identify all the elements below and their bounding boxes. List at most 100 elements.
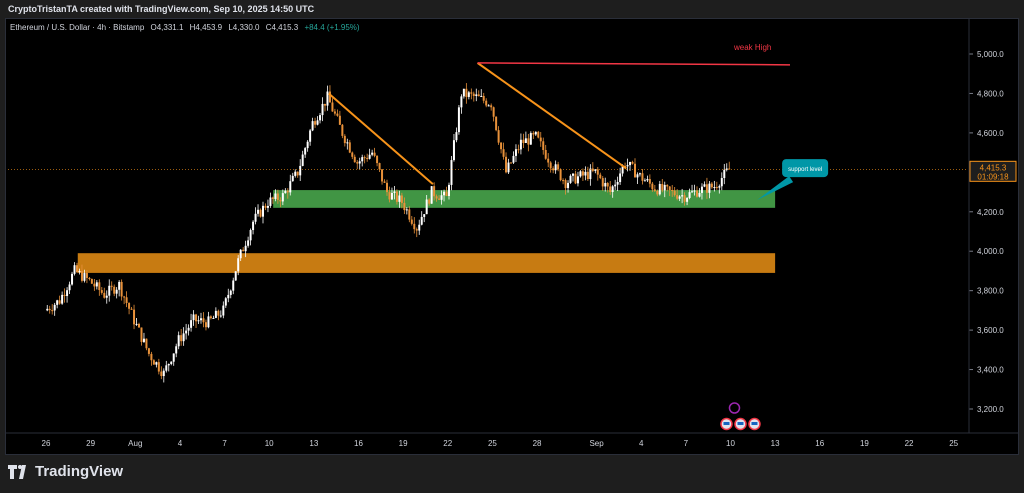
candle-body — [549, 162, 552, 169]
candle-body — [346, 142, 349, 144]
candle-body — [529, 133, 532, 145]
attribution-bar: CryptoTristanTA created with TradingView… — [0, 0, 1024, 18]
x-tick-label: 4 — [639, 439, 644, 448]
trendline-2[interactable] — [476, 62, 627, 170]
candle-body — [455, 132, 458, 141]
candle-body — [631, 161, 634, 164]
candle-body — [217, 310, 220, 316]
candle-body — [219, 315, 222, 317]
candle-body — [373, 152, 376, 156]
candle-body — [487, 105, 490, 107]
candle-body — [386, 182, 388, 193]
candle-body — [425, 199, 428, 215]
candle-body — [155, 362, 158, 365]
candle-body — [390, 192, 393, 200]
candle-body — [259, 209, 262, 217]
candle-body — [71, 273, 74, 285]
candle-body — [83, 272, 86, 281]
candle-body — [676, 195, 679, 199]
candle-body — [103, 292, 106, 298]
candle-body — [725, 168, 728, 170]
candle-body — [510, 162, 512, 164]
ohlc-low: L4,330.0 — [228, 23, 260, 32]
candle-body — [681, 195, 684, 197]
candle-body — [715, 187, 718, 189]
flag-stripe — [723, 422, 730, 425]
candle-body — [358, 161, 361, 164]
candle-body — [95, 282, 98, 287]
candle-body — [338, 115, 341, 125]
candle-body — [48, 308, 51, 311]
candle-body — [601, 178, 604, 187]
candle-body — [88, 277, 91, 279]
candle-body — [324, 103, 326, 106]
candle-body — [331, 102, 334, 112]
candle-body — [289, 181, 292, 193]
trendline-1[interactable] — [328, 92, 434, 185]
candle-body — [700, 186, 703, 193]
candle-body — [470, 92, 473, 94]
candle-body — [98, 282, 101, 291]
candle-body — [58, 300, 61, 304]
candle-body — [316, 120, 319, 125]
candle-body — [378, 163, 381, 170]
candle-body — [363, 157, 366, 159]
support-callout[interactable] — [782, 159, 829, 178]
candle-body — [497, 130, 500, 143]
candle-body — [534, 131, 537, 135]
candle-body — [254, 213, 257, 222]
candle-body — [105, 295, 108, 298]
candle-body — [200, 318, 202, 321]
candle-body — [51, 310, 54, 312]
chart-panel[interactable] — [5, 18, 1019, 455]
candle-body — [61, 294, 64, 304]
candle-body — [723, 169, 726, 179]
candle-body — [306, 141, 309, 149]
candle-body — [177, 335, 180, 347]
candle-body — [713, 187, 716, 189]
candle-body — [472, 93, 475, 97]
candle-body — [686, 197, 689, 202]
candle-body — [636, 174, 639, 178]
candle-body — [118, 281, 121, 290]
candle-body — [197, 320, 200, 322]
candle-body — [482, 95, 485, 101]
candle-body — [537, 131, 540, 138]
candle-body — [443, 191, 446, 196]
symbol-name[interactable]: Ethereum / U.S. Dollar · 4h · Bitstamp — [10, 23, 145, 32]
candle-body — [172, 353, 175, 362]
weak-high-line[interactable] — [477, 62, 791, 66]
x-tick-label: 29 — [86, 439, 95, 448]
candle-body — [591, 168, 594, 171]
candle-body — [264, 205, 267, 208]
candle-body — [408, 209, 411, 220]
candle-body — [180, 335, 183, 342]
candle-body — [165, 365, 168, 371]
candle-body — [113, 286, 116, 294]
x-tick-label: 22 — [443, 439, 452, 448]
footer-bar — [0, 455, 1024, 493]
candle-body — [68, 284, 71, 291]
y-tick-label: 4,200.0 — [977, 208, 1004, 217]
tradingview-logo[interactable]: TradingView — [8, 463, 123, 480]
event-icon[interactable] — [728, 402, 741, 414]
candle-body — [614, 184, 617, 187]
candle-body — [224, 298, 227, 306]
candle-body — [584, 171, 587, 176]
candle-body — [505, 156, 508, 173]
candle-body — [572, 173, 574, 176]
candle-body — [46, 308, 49, 311]
candle-body — [703, 184, 706, 187]
candle-body — [586, 171, 589, 180]
support-callout-pointer — [757, 176, 794, 201]
candle-body — [204, 322, 207, 328]
candle-body — [371, 152, 374, 155]
candle-body — [142, 338, 145, 342]
candle-body — [353, 156, 356, 163]
candle-body — [304, 148, 307, 155]
candle-body — [239, 249, 242, 259]
candle-body — [343, 135, 346, 144]
candle-body — [321, 103, 324, 116]
candle-body — [135, 323, 138, 325]
